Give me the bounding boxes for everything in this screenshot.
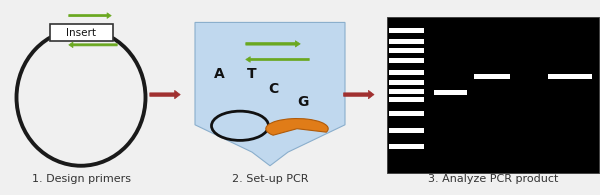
Text: 3. Analyze PCR product: 3. Analyze PCR product [428, 174, 558, 184]
Bar [389, 39, 424, 44]
Bar [389, 111, 424, 116]
Bar [389, 70, 424, 75]
Bar [389, 28, 424, 33]
Text: T: T [247, 67, 257, 81]
Text: Insert: Insert [66, 28, 96, 38]
Text: G: G [298, 95, 308, 109]
Text: A: A [214, 67, 224, 81]
Bar [389, 97, 424, 102]
Text: C: C [268, 82, 278, 96]
Bar [389, 80, 424, 85]
Text: 2. Set-up PCR: 2. Set-up PCR [232, 174, 308, 184]
Bar [389, 48, 424, 53]
Bar [434, 90, 467, 95]
Polygon shape [195, 22, 345, 166]
Bar [387, 17, 599, 173]
Bar [389, 128, 424, 133]
Text: 1. Design primers: 1. Design primers [32, 174, 131, 184]
Bar [389, 144, 424, 149]
Bar [389, 89, 424, 94]
Bar [50, 24, 113, 41]
Bar [389, 58, 424, 63]
Bar [548, 74, 592, 79]
Wedge shape [266, 119, 328, 135]
Bar [474, 74, 510, 79]
